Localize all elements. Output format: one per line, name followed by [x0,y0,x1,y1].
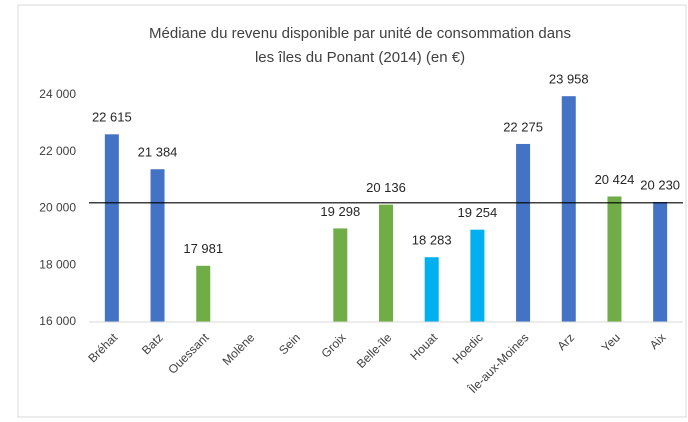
value-label: 19 298 [320,204,360,219]
y-tick-label: 20 000 [39,201,76,215]
value-label: 18 283 [412,233,452,248]
bar [333,228,348,322]
bar [607,196,622,322]
value-label: 23 958 [549,72,589,87]
bar [424,257,439,322]
value-label: 22 615 [92,110,132,125]
chart-title: Médiane du revenu disponible par unité d… [149,25,571,42]
bar [379,204,393,322]
bar [196,265,211,322]
y-tick-label: 18 000 [39,257,76,271]
y-tick-label: 22 000 [39,144,76,158]
y-tick-label: 16 000 [39,314,76,328]
value-label: 20 230 [640,177,680,192]
bar [516,143,531,322]
value-label: 17 981 [183,241,223,256]
value-label: 19 254 [458,205,498,220]
value-label: 20 136 [366,180,406,195]
bar [653,201,668,322]
y-tick-label: 24 000 [39,87,76,101]
bar [561,96,576,323]
value-label: 21 384 [138,145,178,160]
bar [104,134,119,322]
value-label: 22 275 [503,119,543,134]
bar [150,169,165,322]
bar [470,229,485,322]
value-label: 20 424 [595,172,635,187]
chart-title: les îles du Ponant (2014) (en €) [255,49,465,66]
